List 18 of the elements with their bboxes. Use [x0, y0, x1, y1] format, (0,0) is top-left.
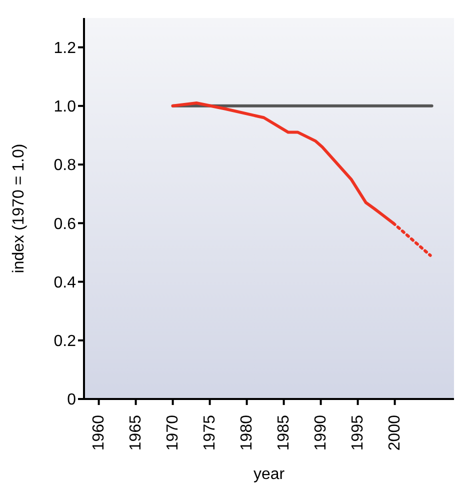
y-tick-label: 0.8 — [54, 157, 76, 174]
x-tick-label: 1990 — [312, 414, 330, 451]
x-tick-label: 1970 — [164, 414, 182, 451]
y-tick-label: 1.2 — [54, 40, 76, 57]
y-tick-label: 0 — [67, 392, 76, 409]
y-axis-title: index (1970 = 1.0) — [10, 144, 28, 274]
y-tick-label: 0.6 — [54, 216, 76, 233]
x-tick-label: 1985 — [275, 414, 292, 451]
x-tick-label: 1960 — [90, 414, 108, 451]
y-tick-label: 1.0 — [54, 98, 76, 116]
x-axis-title: year — [253, 466, 286, 483]
x-tick-label: 1980 — [238, 414, 256, 451]
x-tick-label: 1975 — [201, 414, 218, 451]
x-tick-label: 2000 — [386, 414, 404, 451]
x-tick-label: 1995 — [349, 414, 366, 451]
x-tick-label: 1965 — [127, 414, 144, 451]
y-tick-label: 0.4 — [54, 274, 76, 292]
y-tick-label: 0.2 — [54, 333, 76, 350]
